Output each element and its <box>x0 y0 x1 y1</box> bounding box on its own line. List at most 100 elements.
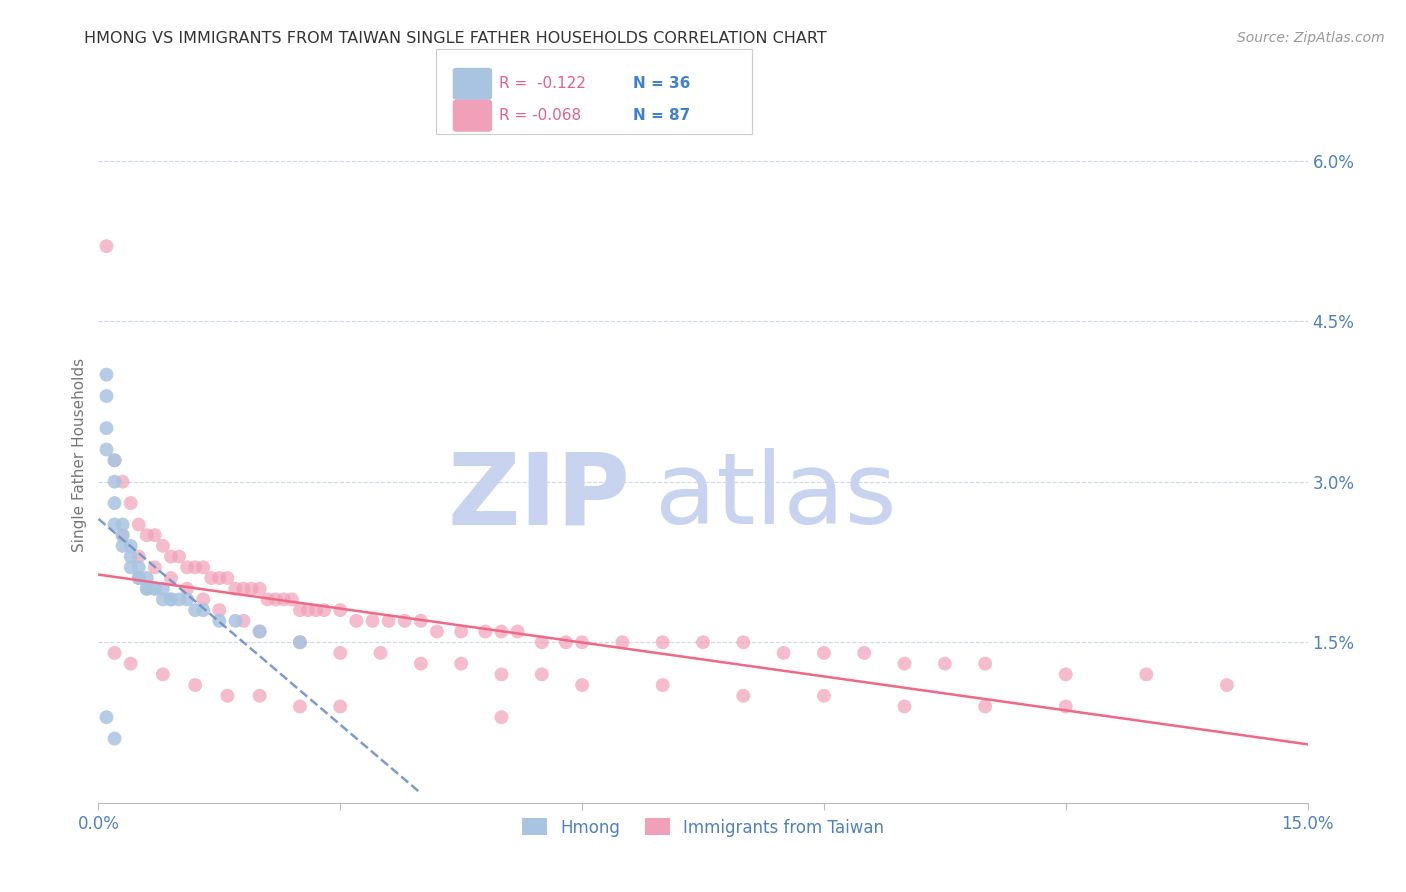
Point <box>120 539 142 553</box>
Point <box>217 571 239 585</box>
Point <box>314 603 336 617</box>
Point <box>208 603 231 617</box>
Point <box>111 517 134 532</box>
Point <box>208 571 231 585</box>
Point <box>934 657 956 671</box>
Point <box>103 496 125 510</box>
Point <box>474 624 496 639</box>
Text: R = -0.068: R = -0.068 <box>499 108 581 123</box>
Point <box>893 699 915 714</box>
Point <box>128 549 150 564</box>
Point <box>135 528 157 542</box>
Point <box>974 657 997 671</box>
Point <box>143 582 166 596</box>
Point <box>103 731 125 746</box>
Point <box>143 560 166 574</box>
Point <box>103 517 125 532</box>
Point <box>853 646 876 660</box>
Point <box>361 614 384 628</box>
Point <box>288 635 311 649</box>
Point <box>152 539 174 553</box>
Point <box>491 624 513 639</box>
Point <box>160 592 183 607</box>
Point <box>409 657 432 671</box>
Point <box>530 635 553 649</box>
Point <box>893 657 915 671</box>
Point <box>135 582 157 596</box>
Point <box>450 624 472 639</box>
Text: HMONG VS IMMIGRANTS FROM TAIWAN SINGLE FATHER HOUSEHOLDS CORRELATION CHART: HMONG VS IMMIGRANTS FROM TAIWAN SINGLE F… <box>84 31 827 46</box>
Point <box>249 624 271 639</box>
Point <box>256 592 278 607</box>
Point <box>184 560 207 574</box>
Point <box>193 603 215 617</box>
Point <box>240 582 263 596</box>
Point <box>329 646 352 660</box>
Y-axis label: Single Father Households: Single Father Households <box>72 358 87 552</box>
Point <box>1216 678 1239 692</box>
Point <box>120 657 142 671</box>
Point <box>224 582 246 596</box>
Point <box>249 689 271 703</box>
Text: atlas: atlas <box>655 448 896 545</box>
Point <box>394 614 416 628</box>
Point <box>103 646 125 660</box>
Point <box>450 657 472 671</box>
Point <box>193 560 215 574</box>
Point <box>974 699 997 714</box>
Point <box>167 549 190 564</box>
Point <box>1135 667 1157 681</box>
Point <box>103 453 125 467</box>
Text: R =  -0.122: R = -0.122 <box>499 77 586 91</box>
Point <box>217 689 239 703</box>
Point <box>281 592 304 607</box>
Point <box>120 549 142 564</box>
Point <box>111 528 134 542</box>
Point <box>491 710 513 724</box>
Point <box>128 571 150 585</box>
Point <box>111 475 134 489</box>
Point <box>232 614 254 628</box>
Point <box>128 560 150 574</box>
Point <box>733 689 755 703</box>
Point <box>143 582 166 596</box>
Text: Source: ZipAtlas.com: Source: ZipAtlas.com <box>1237 31 1385 45</box>
Point <box>96 442 118 457</box>
Point <box>571 635 593 649</box>
Point <box>530 667 553 681</box>
Point <box>160 549 183 564</box>
Point <box>571 678 593 692</box>
Point <box>152 592 174 607</box>
Point <box>288 699 311 714</box>
Point <box>103 453 125 467</box>
Point <box>160 571 183 585</box>
Point <box>692 635 714 649</box>
Point <box>120 496 142 510</box>
Legend: Hmong, Immigrants from Taiwan: Hmong, Immigrants from Taiwan <box>515 812 891 843</box>
Point <box>813 689 835 703</box>
Point <box>305 603 328 617</box>
Point <box>409 614 432 628</box>
Point <box>297 603 319 617</box>
Point <box>193 592 215 607</box>
Point <box>135 582 157 596</box>
Point <box>167 592 190 607</box>
Point <box>651 635 673 649</box>
Point <box>329 699 352 714</box>
Point <box>249 624 271 639</box>
Point <box>555 635 578 649</box>
Point <box>370 646 392 660</box>
Point <box>96 389 118 403</box>
Point <box>111 539 134 553</box>
Point <box>232 582 254 596</box>
Point <box>128 571 150 585</box>
Point <box>128 517 150 532</box>
Point <box>120 560 142 574</box>
Point <box>288 603 311 617</box>
Point <box>733 635 755 649</box>
Point <box>135 571 157 585</box>
Point <box>176 582 198 596</box>
Point <box>506 624 529 639</box>
Point <box>329 603 352 617</box>
Point <box>176 560 198 574</box>
